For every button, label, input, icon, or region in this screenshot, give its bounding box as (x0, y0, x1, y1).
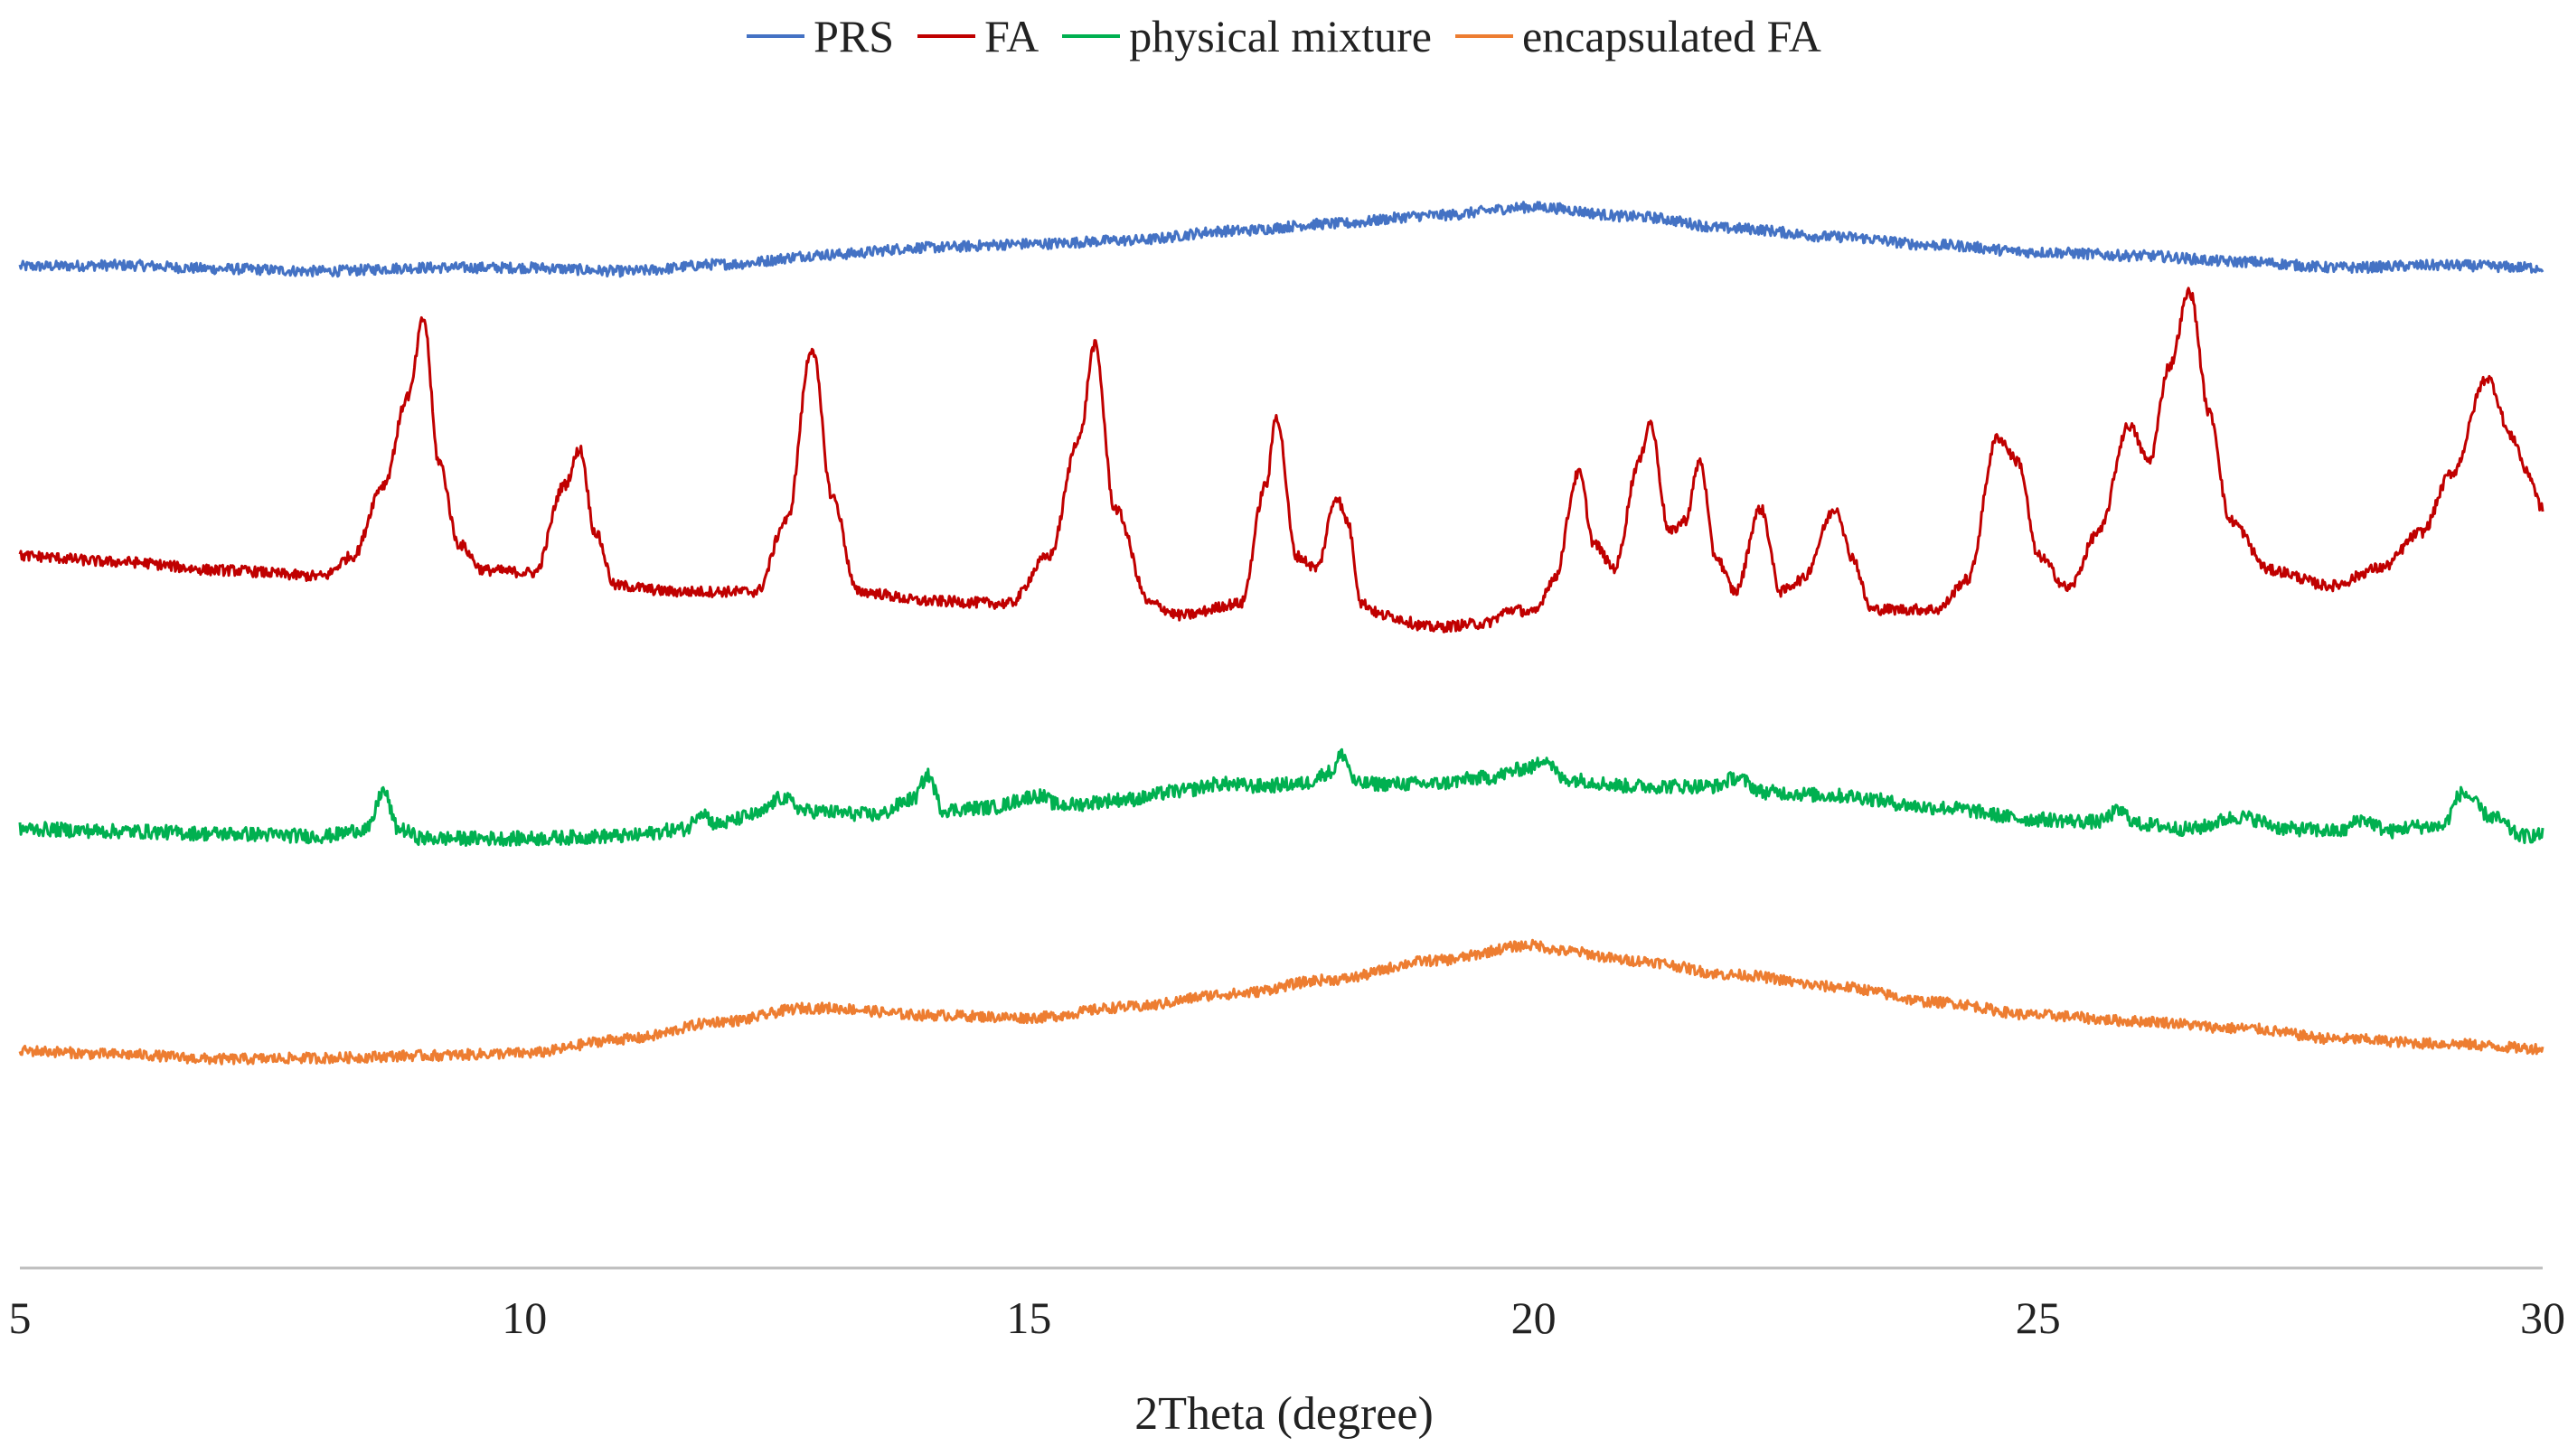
legend-swatch-fa (917, 34, 976, 38)
series-line-physical-mixture (18, 747, 2544, 847)
legend-entry-fa: FA (917, 14, 1039, 59)
legend-label-prs: PRS (814, 11, 895, 61)
x-tick-label-25: 25 (2016, 1292, 2061, 1343)
legend-swatch-physical-mixture (1062, 34, 1121, 38)
series-line-encapsulated-fa (18, 938, 2544, 1066)
x-tick-label-20: 20 (1511, 1292, 1557, 1343)
x-tick-labels: 5 10 15 20 25 30 (9, 1292, 2566, 1343)
x-tick-label-15: 15 (1006, 1292, 1051, 1343)
x-tick-label-10: 10 (502, 1292, 547, 1343)
legend-label-fa: FA (984, 11, 1039, 61)
legend-entry-encapsulated-fa: encapsulated FA (1454, 11, 1821, 61)
series-line-prs (18, 201, 2544, 278)
legend: PRS FA physical mixture encapsulated FA (0, 0, 2568, 72)
series-line-fa (18, 287, 2544, 634)
legend-swatch-encapsulated-fa (1454, 34, 1513, 38)
x-tick-label-30: 30 (2520, 1292, 2565, 1343)
legend-label-physical-mixture: physical mixture (1129, 11, 1432, 61)
legend-label-encapsulated-fa: encapsulated FA (1521, 11, 1821, 61)
series-layer (18, 201, 2544, 1066)
legend-entry-prs: PRS (747, 14, 894, 59)
legend-entry-physical-mixture: physical mixture (1062, 14, 1432, 59)
legend-swatch-prs (747, 34, 805, 38)
x-axis-title: 2Theta (degree) (1134, 1388, 1434, 1440)
x-tick-label-5: 5 (9, 1292, 32, 1343)
